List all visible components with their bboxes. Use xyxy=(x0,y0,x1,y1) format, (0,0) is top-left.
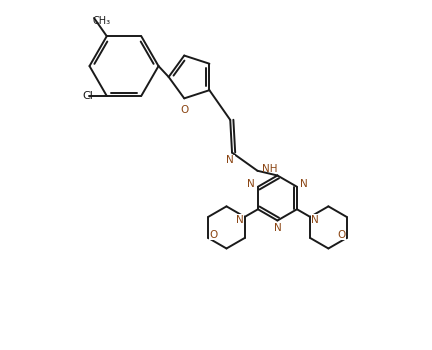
Text: N: N xyxy=(300,179,308,189)
Text: O: O xyxy=(209,230,217,240)
Text: N: N xyxy=(247,179,254,189)
Text: N: N xyxy=(311,215,319,225)
Text: CH₃: CH₃ xyxy=(93,16,111,27)
Text: NH: NH xyxy=(262,164,278,174)
Text: N: N xyxy=(226,155,234,165)
Text: N: N xyxy=(273,223,281,233)
Text: N: N xyxy=(236,215,244,225)
Text: O: O xyxy=(180,105,188,115)
Text: Cl: Cl xyxy=(83,91,93,101)
Text: O: O xyxy=(337,230,346,240)
